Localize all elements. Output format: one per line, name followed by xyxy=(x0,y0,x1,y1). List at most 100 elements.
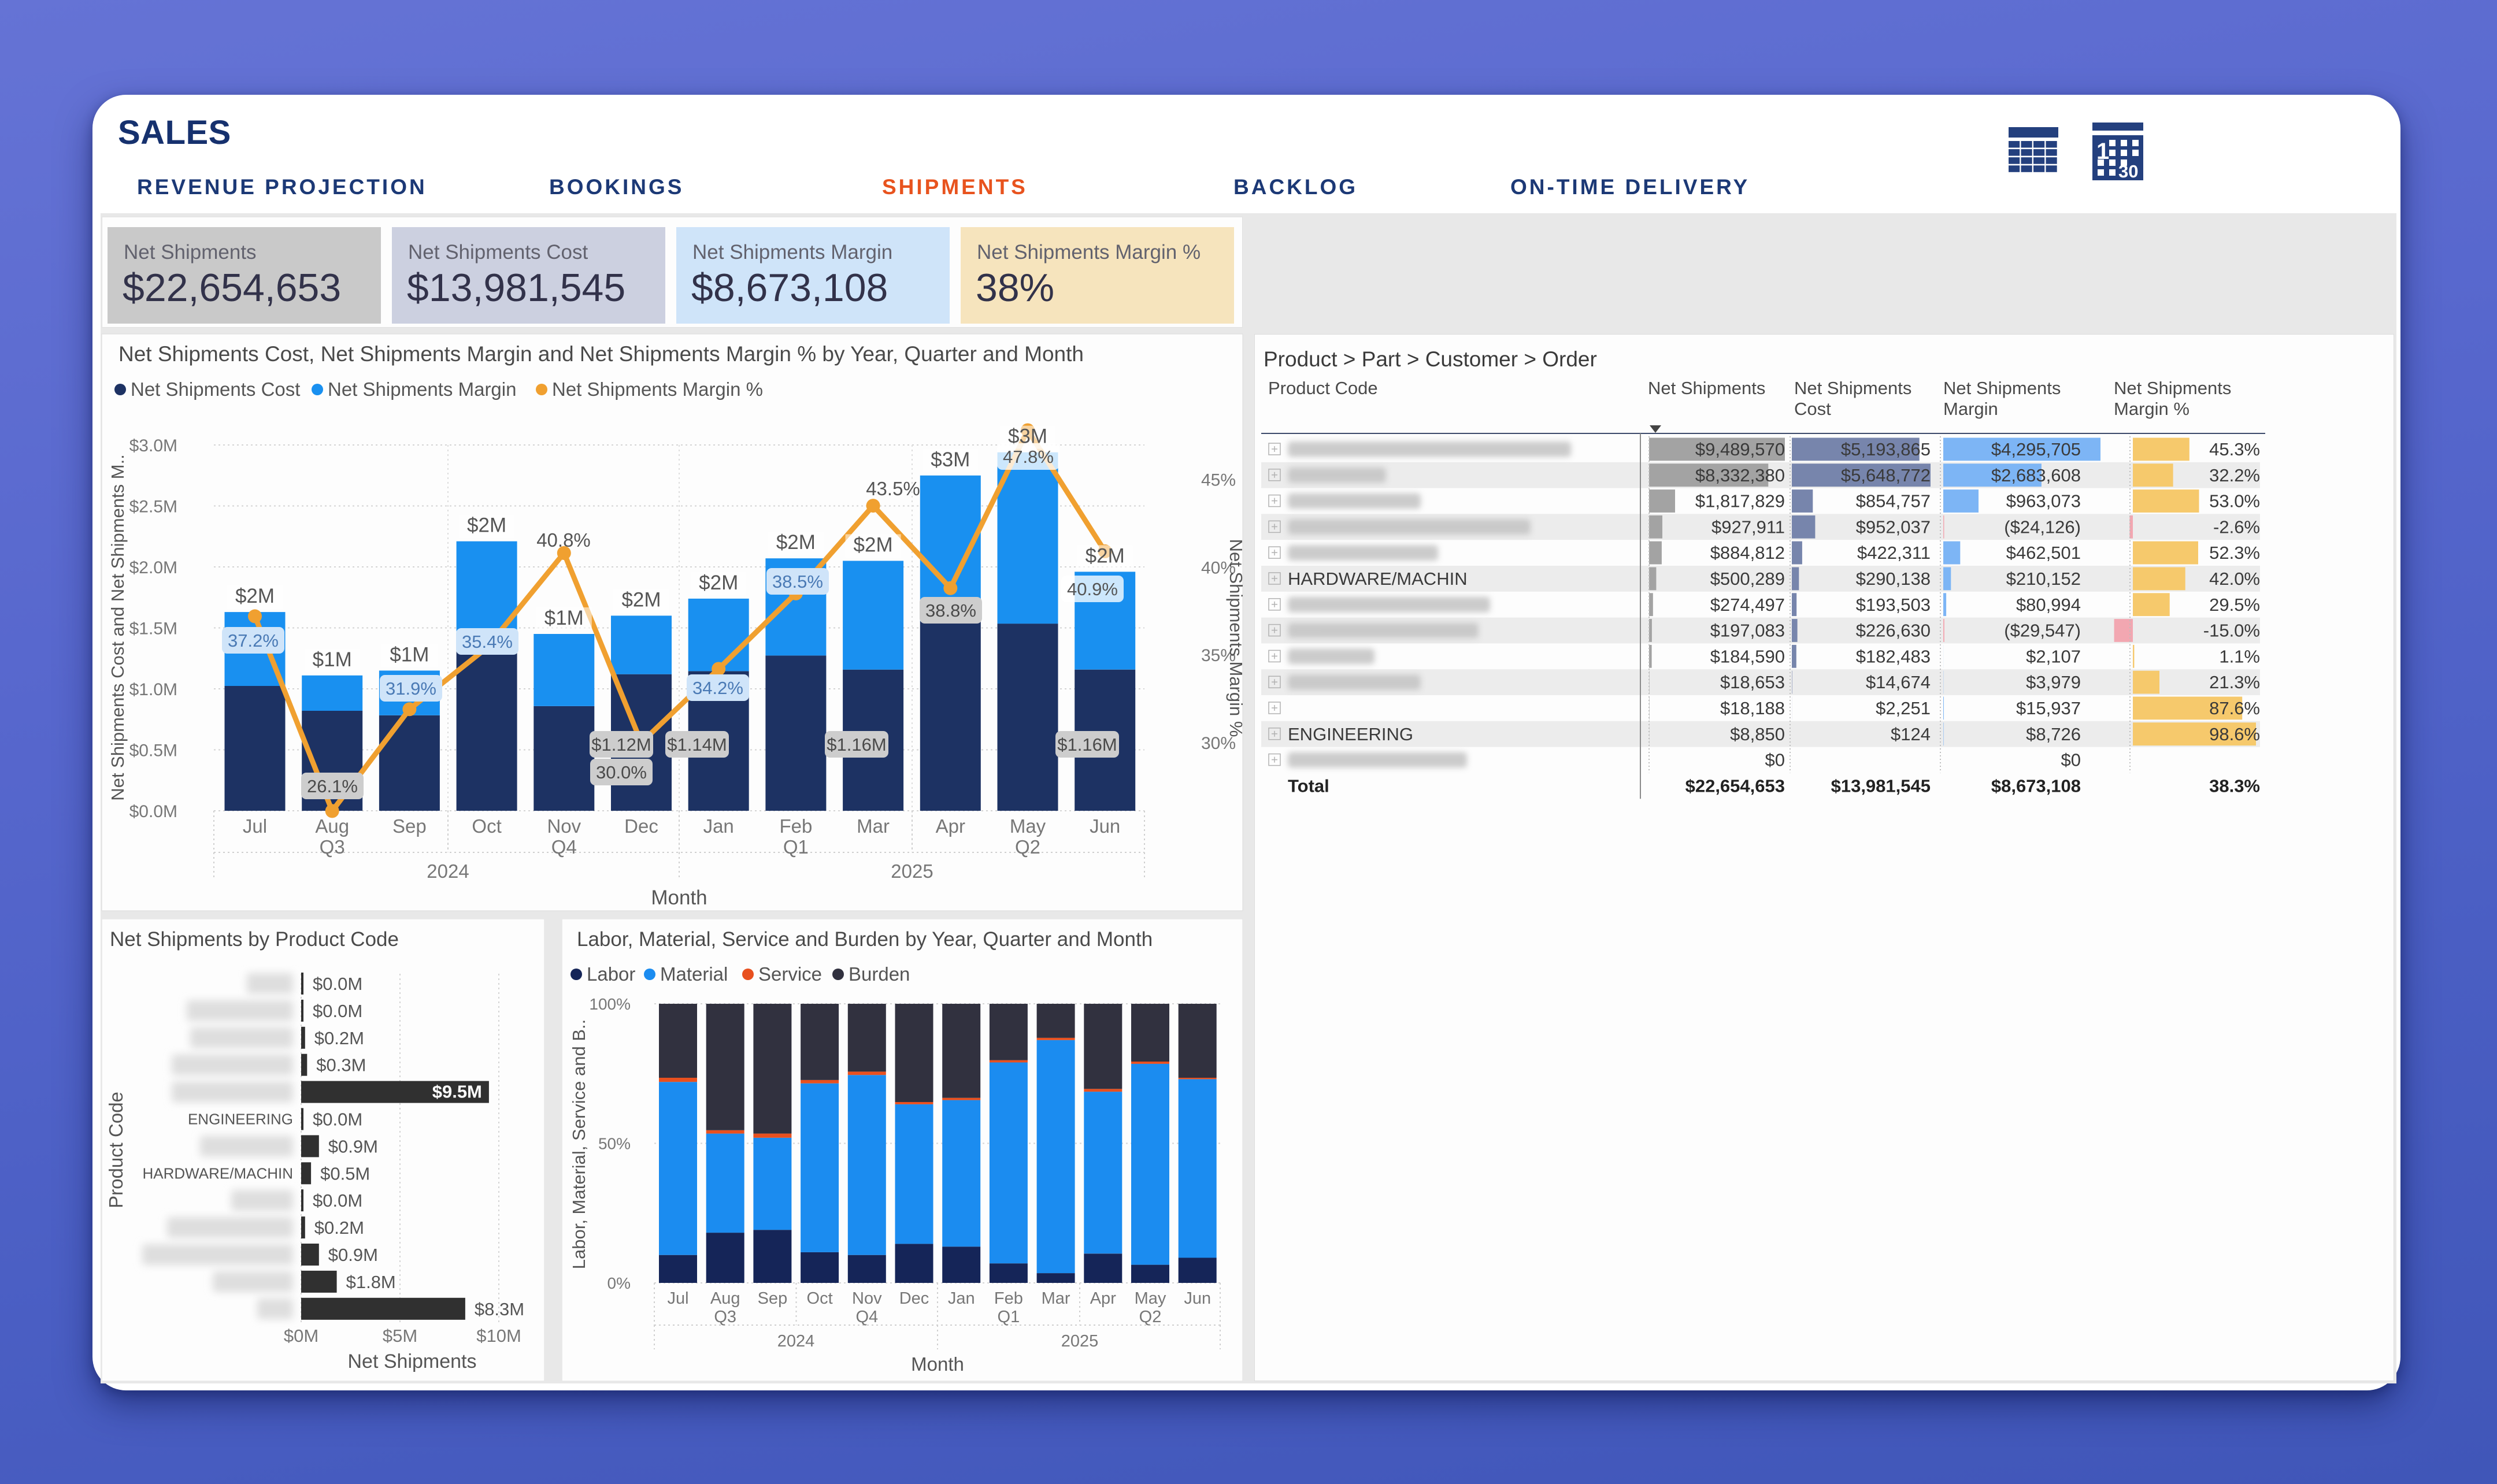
svg-text:$9,489,570: $9,489,570 xyxy=(1695,439,1785,459)
svg-text:35%: 35% xyxy=(1201,646,1236,665)
svg-text:$124: $124 xyxy=(1891,724,1931,744)
svg-text:$963,073: $963,073 xyxy=(2006,491,2081,511)
svg-text:53.0%: 53.0% xyxy=(2209,491,2260,511)
svg-text:31.9%: 31.9% xyxy=(386,678,436,699)
svg-text:Q1: Q1 xyxy=(998,1308,1020,1326)
svg-text:$193,503: $193,503 xyxy=(1856,595,1931,615)
svg-text:40%: 40% xyxy=(1201,558,1236,577)
svg-text:Service: Service xyxy=(758,963,822,985)
svg-text:$184,590: $184,590 xyxy=(1710,646,1785,666)
svg-text:Dec: Dec xyxy=(624,815,658,837)
svg-text:2025: 2025 xyxy=(891,860,933,882)
svg-text:Mar: Mar xyxy=(1042,1289,1070,1308)
svg-text:Aug: Aug xyxy=(315,815,349,837)
svg-text:$10M: $10M xyxy=(476,1326,521,1346)
svg-text:Labor, Material, Service and B: Labor, Material, Service and Burden by Y… xyxy=(577,928,1153,951)
svg-text:$0M: $0M xyxy=(284,1326,318,1346)
svg-text:$1.14M: $1.14M xyxy=(667,734,727,755)
svg-text:Nov: Nov xyxy=(852,1289,882,1308)
svg-text:26.1%: 26.1% xyxy=(307,776,358,796)
svg-text:Q1: Q1 xyxy=(783,836,809,858)
svg-text:Margin: Margin xyxy=(1943,399,1998,419)
svg-text:$1.8M: $1.8M xyxy=(346,1272,396,1292)
svg-text:$1.16M: $1.16M xyxy=(827,734,886,755)
svg-text:$884,812: $884,812 xyxy=(1710,543,1785,563)
svg-text:Net Shipments: Net Shipments xyxy=(2114,378,2231,398)
svg-text:$182,483: $182,483 xyxy=(1856,646,1931,666)
svg-text:Q3: Q3 xyxy=(320,836,345,858)
svg-text:52.3%: 52.3% xyxy=(2209,543,2260,563)
svg-text:$927,911: $927,911 xyxy=(1711,517,1785,537)
svg-text:$0.2M: $0.2M xyxy=(314,1028,364,1048)
svg-text:$0.5M: $0.5M xyxy=(320,1163,370,1184)
svg-text:$1,817,829: $1,817,829 xyxy=(1695,491,1785,511)
svg-text:$210,152: $210,152 xyxy=(2006,569,2081,589)
svg-text:-15.0%: -15.0% xyxy=(2203,621,2260,641)
svg-text:$3,979: $3,979 xyxy=(2026,672,2081,692)
svg-text:Q2: Q2 xyxy=(1139,1308,1162,1326)
svg-text:Net Shipments Cost and Net Shi: Net Shipments Cost and Net Shipments M.. xyxy=(108,454,128,801)
svg-text:$8,673,108: $8,673,108 xyxy=(1991,776,2081,796)
svg-text:$1.5M: $1.5M xyxy=(129,619,177,639)
svg-text:$2M: $2M xyxy=(776,531,816,554)
svg-text:Oct: Oct xyxy=(807,1289,833,1308)
svg-text:$854,757: $854,757 xyxy=(1856,491,1931,511)
svg-text:100%: 100% xyxy=(589,995,631,1013)
svg-text:$0.0M: $0.0M xyxy=(313,974,362,994)
svg-text:$290,138: $290,138 xyxy=(1856,569,1931,589)
svg-text:$2M: $2M xyxy=(699,572,738,594)
svg-text:$0.2M: $0.2M xyxy=(314,1218,364,1238)
svg-text:2025: 2025 xyxy=(1061,1332,1099,1351)
svg-text:($24,126): ($24,126) xyxy=(2004,517,2081,537)
svg-text:Net Shipments Margin %: Net Shipments Margin % xyxy=(1226,539,1246,737)
svg-text:Feb: Feb xyxy=(779,815,812,837)
svg-text:Jun: Jun xyxy=(1184,1289,1211,1308)
svg-text:Sep: Sep xyxy=(392,815,427,837)
svg-text:$2M: $2M xyxy=(854,534,893,556)
svg-text:Net Shipments: Net Shipments xyxy=(1943,378,2061,398)
svg-text:$0.0M: $0.0M xyxy=(313,1110,362,1130)
svg-text:37.2%: 37.2% xyxy=(228,630,279,651)
svg-text:Month: Month xyxy=(651,886,707,909)
svg-text:Net Shipments Margin %: Net Shipments Margin % xyxy=(552,379,763,400)
svg-text:$15,937: $15,937 xyxy=(2016,698,2081,718)
svg-text:Net Shipments Margin: Net Shipments Margin xyxy=(328,379,516,400)
svg-text:Feb: Feb xyxy=(994,1289,1023,1308)
svg-text:Apr: Apr xyxy=(936,815,965,837)
svg-text:$3M: $3M xyxy=(931,448,970,471)
svg-text:Product Code: Product Code xyxy=(105,1092,127,1208)
svg-text:2024: 2024 xyxy=(427,860,469,882)
svg-text:-2.6%: -2.6% xyxy=(2213,517,2260,537)
svg-text:$0.0M: $0.0M xyxy=(129,802,177,821)
svg-text:$18,188: $18,188 xyxy=(1720,698,1785,718)
svg-text:$8,726: $8,726 xyxy=(2026,724,2081,744)
svg-text:Material: Material xyxy=(660,963,728,985)
svg-text:$197,083: $197,083 xyxy=(1710,621,1785,641)
svg-text:Labor, Material, Service and B: Labor, Material, Service and B.. xyxy=(569,1019,589,1270)
svg-text:$1M: $1M xyxy=(390,643,429,666)
svg-text:50%: 50% xyxy=(598,1135,631,1153)
svg-text:$2,107: $2,107 xyxy=(2026,646,2081,666)
svg-text:Jul: Jul xyxy=(667,1289,688,1308)
svg-text:30%: 30% xyxy=(1201,734,1236,753)
svg-text:Net Shipments Cost, Net Shipme: Net Shipments Cost, Net Shipments Margin… xyxy=(118,342,1084,366)
svg-text:$2M: $2M xyxy=(1086,544,1125,567)
svg-text:$0.0M: $0.0M xyxy=(313,1190,362,1211)
svg-text:ENGINEERING: ENGINEERING xyxy=(188,1111,293,1128)
svg-text:May: May xyxy=(1010,815,1046,837)
svg-text:$2,683,608: $2,683,608 xyxy=(1991,465,2081,485)
svg-text:$5,648,772: $5,648,772 xyxy=(1841,465,1931,485)
svg-text:$2.0M: $2.0M xyxy=(129,558,177,577)
svg-text:$1M: $1M xyxy=(313,648,352,671)
svg-text:$0.0M: $0.0M xyxy=(313,1001,362,1021)
svg-text:$0: $0 xyxy=(1765,750,1785,770)
svg-text:$1.0M: $1.0M xyxy=(129,680,177,699)
svg-text:$22,654,653: $22,654,653 xyxy=(1685,776,1785,796)
svg-text:$1.16M: $1.16M xyxy=(1057,734,1117,755)
svg-text:35.4%: 35.4% xyxy=(462,632,513,652)
svg-text:Q4: Q4 xyxy=(855,1308,878,1326)
svg-text:$0: $0 xyxy=(2061,750,2081,770)
svg-text:98.6%: 98.6% xyxy=(2209,724,2260,744)
svg-text:$952,037: $952,037 xyxy=(1856,517,1931,537)
svg-text:($29,547): ($29,547) xyxy=(2004,621,2081,641)
